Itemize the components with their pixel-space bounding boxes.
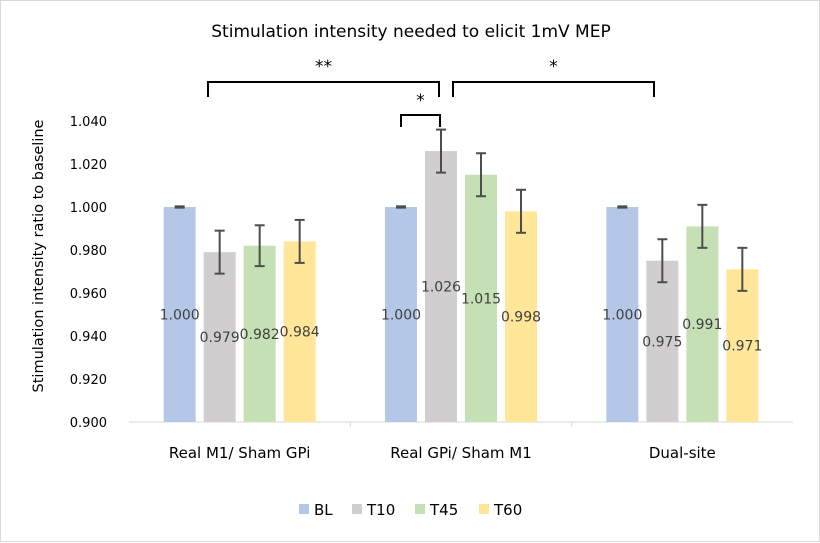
data-label: 0.991 bbox=[682, 317, 722, 333]
bar-t10 bbox=[203, 252, 236, 422]
y-tick-label: 1.020 bbox=[70, 158, 107, 173]
significance-bracket bbox=[400, 114, 441, 127]
data-label: 0.984 bbox=[280, 325, 320, 341]
bar-t10 bbox=[425, 151, 457, 422]
legend: BL T10 T45 T60 bbox=[299, 501, 522, 519]
data-label: 0.998 bbox=[501, 310, 541, 326]
data-label: 1.000 bbox=[602, 308, 642, 324]
data-label: 1.000 bbox=[160, 308, 200, 324]
significance-label: ** bbox=[315, 57, 332, 77]
y-axis-label: Stimulation intensity ratio to baseline bbox=[31, 119, 47, 392]
legend-swatch-t45 bbox=[415, 504, 425, 514]
legend-label: BL bbox=[314, 501, 333, 519]
chart-title: Stimulation intensity needed to elicit 1… bbox=[211, 22, 610, 42]
significance-bracket bbox=[207, 81, 440, 97]
y-tick-label: 0.900 bbox=[70, 416, 107, 431]
y-tick-label: 0.920 bbox=[70, 373, 107, 388]
legend-swatch-bl bbox=[299, 504, 309, 514]
data-label: 0.979 bbox=[200, 330, 240, 346]
legend-swatch-t10 bbox=[352, 504, 362, 514]
bar-t45 bbox=[686, 226, 719, 422]
bar-t45 bbox=[243, 245, 276, 422]
bar-t60 bbox=[726, 269, 759, 422]
data-label: 1.026 bbox=[421, 280, 461, 296]
y-tick-label: 1.000 bbox=[70, 201, 107, 216]
bar-bl bbox=[385, 207, 417, 422]
data-label: 0.971 bbox=[722, 339, 762, 355]
y-axis-ticks: 0.900 0.920 0.940 0.960 0.980 1.000 1.020 1.040 bbox=[70, 115, 107, 431]
legend-label: T60 bbox=[493, 501, 522, 519]
category-label: Dual-site bbox=[649, 444, 716, 462]
legend-label: T10 bbox=[366, 501, 395, 519]
error-bars bbox=[174, 128, 748, 292]
bar-bl bbox=[606, 207, 639, 422]
legend-swatch-t60 bbox=[479, 504, 489, 514]
category-label: Real GPi/ Sham M1 bbox=[390, 444, 532, 462]
y-tick-label: 0.960 bbox=[70, 287, 107, 302]
y-tick-label: 0.940 bbox=[70, 330, 107, 345]
data-label: 0.982 bbox=[240, 327, 280, 343]
significance-label: * bbox=[549, 57, 558, 77]
bar-t60 bbox=[505, 211, 537, 422]
bar-t45 bbox=[465, 174, 497, 422]
significance-brackets: ** ** bbox=[207, 57, 655, 127]
bar-t10 bbox=[646, 260, 679, 422]
bar-bl bbox=[163, 207, 196, 422]
data-label: 0.975 bbox=[642, 334, 682, 350]
data-label: 1.000 bbox=[381, 308, 421, 324]
category-label: Real M1/ Sham GPi bbox=[169, 444, 311, 462]
bars bbox=[163, 151, 759, 422]
significance-label: * bbox=[416, 91, 425, 111]
x-axis-ticks bbox=[349, 422, 573, 427]
bar-t60 bbox=[283, 241, 316, 422]
y-tick-label: 0.980 bbox=[70, 244, 107, 259]
legend-label: T45 bbox=[429, 501, 458, 519]
y-tick-label: 1.040 bbox=[70, 115, 107, 130]
significance-bracket bbox=[452, 81, 655, 97]
category-labels: Real M1/ Sham GPi Real GPi/ Sham M1 Dual-s… bbox=[169, 444, 716, 462]
data-label: 1.015 bbox=[461, 291, 501, 307]
